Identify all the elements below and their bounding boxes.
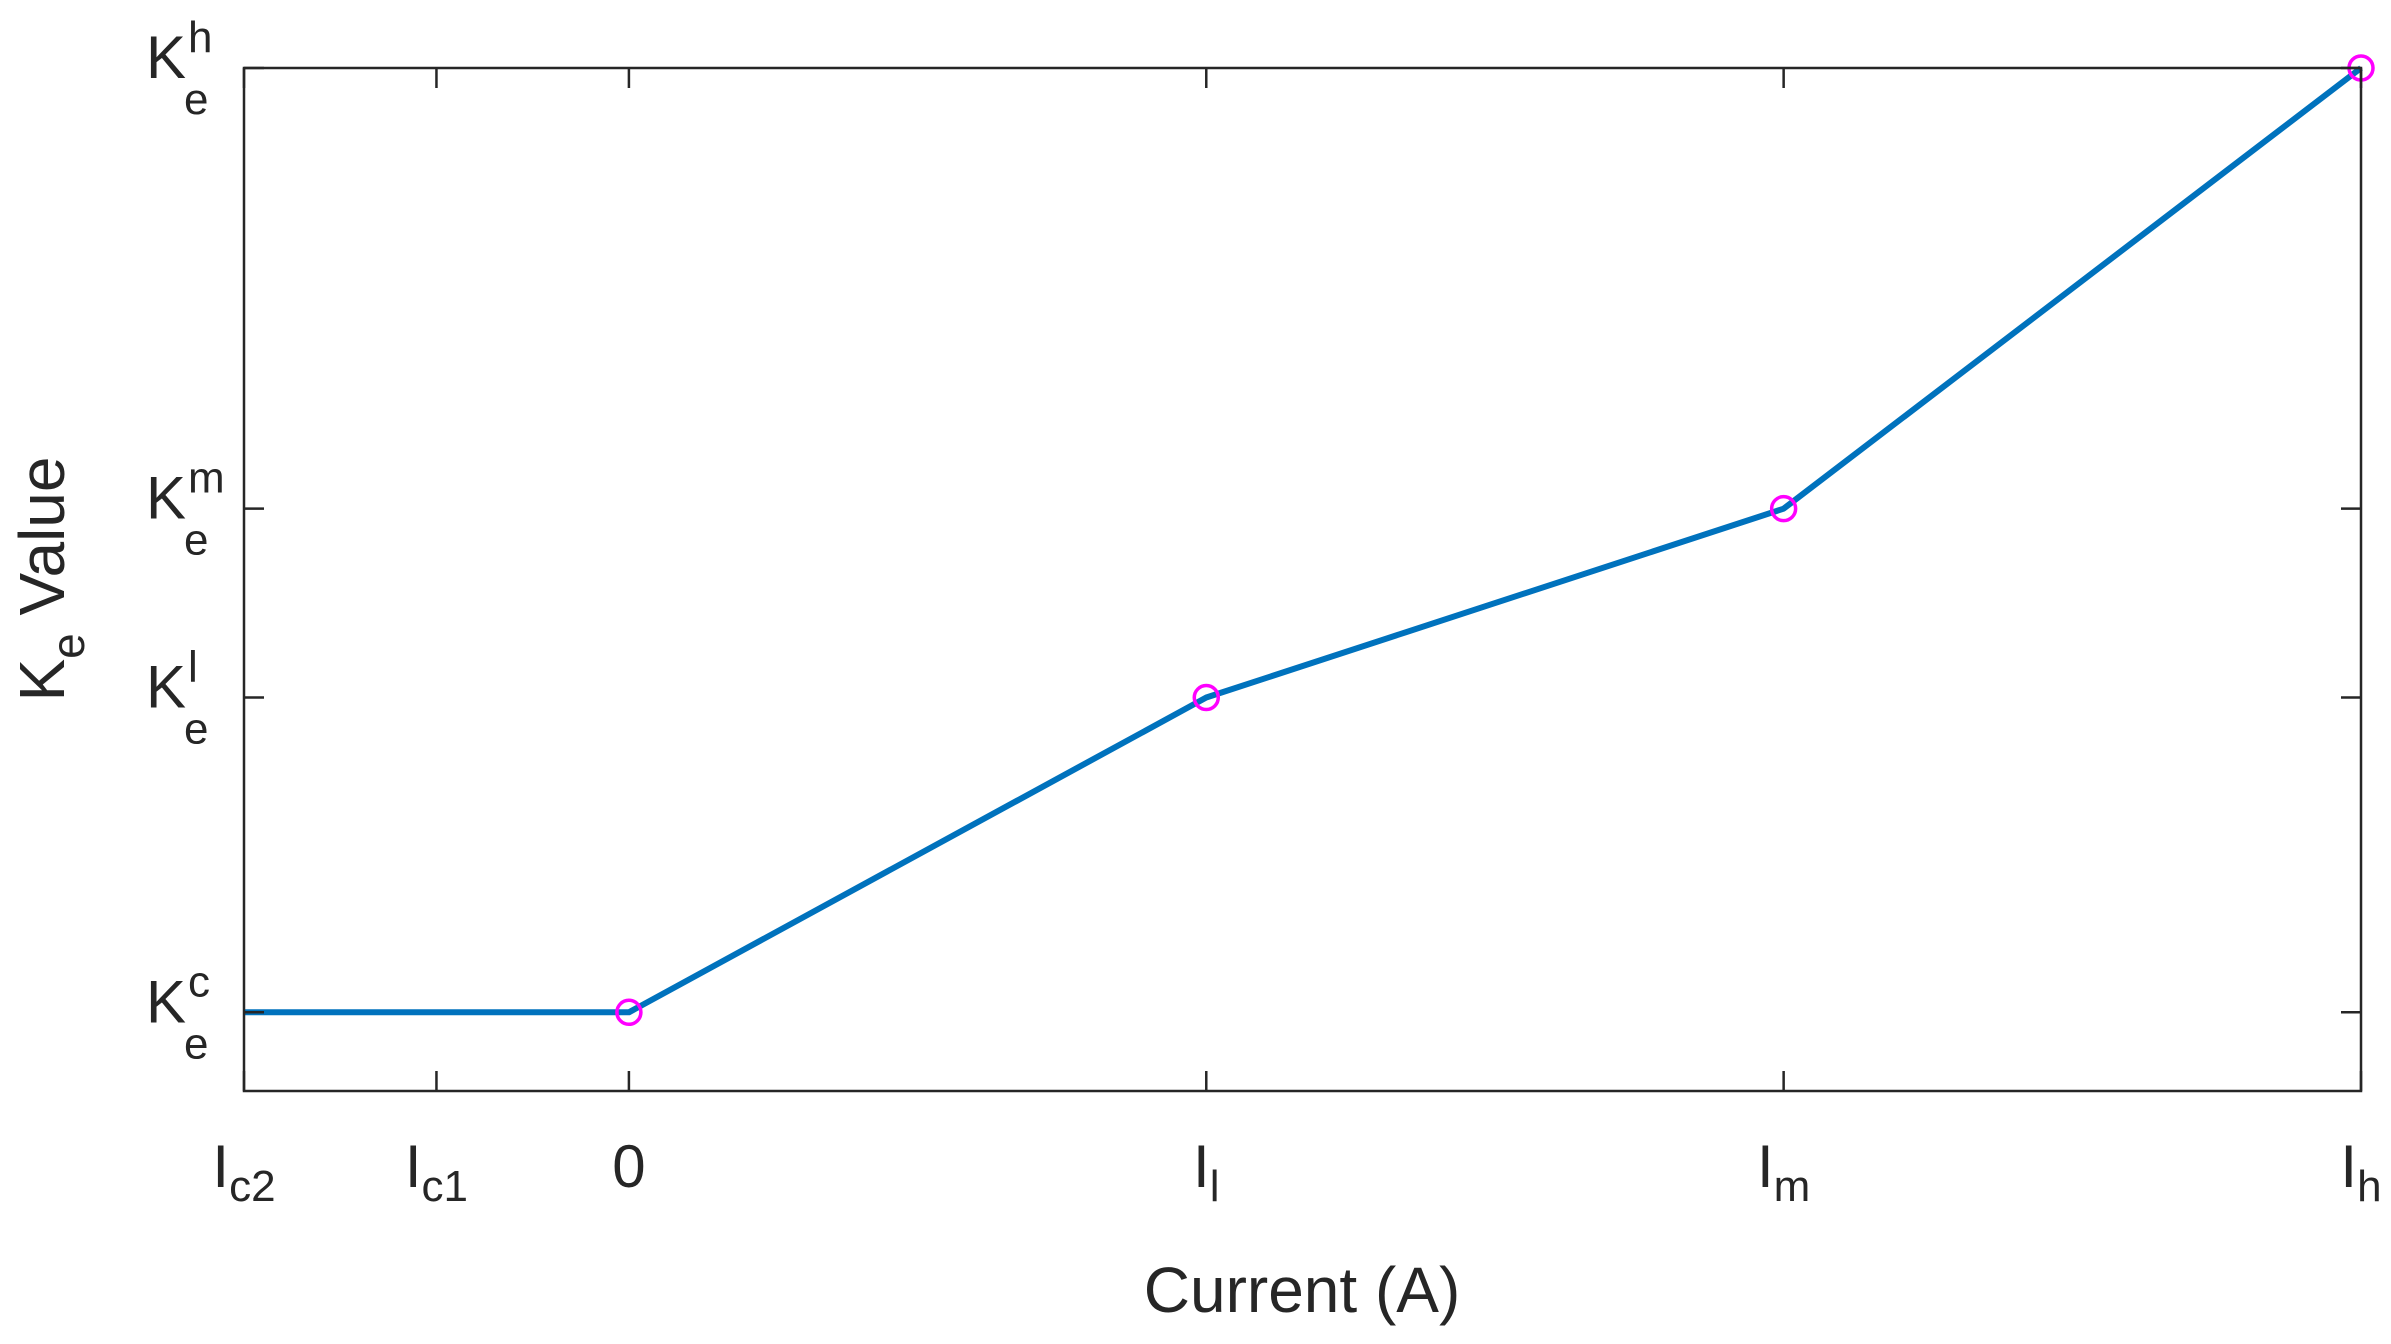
x-tick-label: Im: [1757, 1133, 1810, 1211]
data-point-marker: [1769, 494, 1798, 523]
data-point-marker: [1192, 683, 1221, 712]
svg-text:e: e: [184, 1019, 208, 1068]
x-tick-label: Ih: [2340, 1133, 2381, 1211]
series-line: [244, 65, 2363, 1016]
x-tick-label: Ic1: [405, 1133, 468, 1211]
svg-text:K: K: [146, 465, 186, 532]
x-axis-label: Current (A): [1144, 1254, 1461, 1326]
tick-layer: Ic2 Ic1 0 Il Im IhK ceK leK meK he: [146, 13, 2382, 1211]
plot-box: [242, 66, 2363, 1093]
svg-text:e: e: [184, 75, 208, 124]
svg-text:h: h: [188, 13, 212, 62]
y-axis-label-subscript: e: [42, 633, 94, 659]
x-tick-label: 0: [612, 1133, 645, 1200]
data-point-marker: [615, 998, 643, 1027]
svg-text:e: e: [184, 705, 208, 754]
svg-text:K: K: [146, 24, 186, 91]
svg-text:K: K: [146, 968, 186, 1035]
plot-area-background: [244, 68, 2361, 1091]
x-tick-label: Il: [1193, 1133, 1219, 1211]
svg-text:m: m: [188, 454, 225, 503]
svg-text:l: l: [188, 643, 198, 692]
y-axis-label-main: K: [6, 659, 78, 702]
x-tick-label: Ic2: [212, 1133, 275, 1211]
y-axis-label-rest: Value: [6, 457, 78, 634]
y-axis-label: Ke Value: [6, 457, 94, 702]
svg-text:e: e: [184, 516, 208, 565]
svg-text:K: K: [146, 654, 186, 721]
svg-text:c: c: [188, 957, 210, 1006]
